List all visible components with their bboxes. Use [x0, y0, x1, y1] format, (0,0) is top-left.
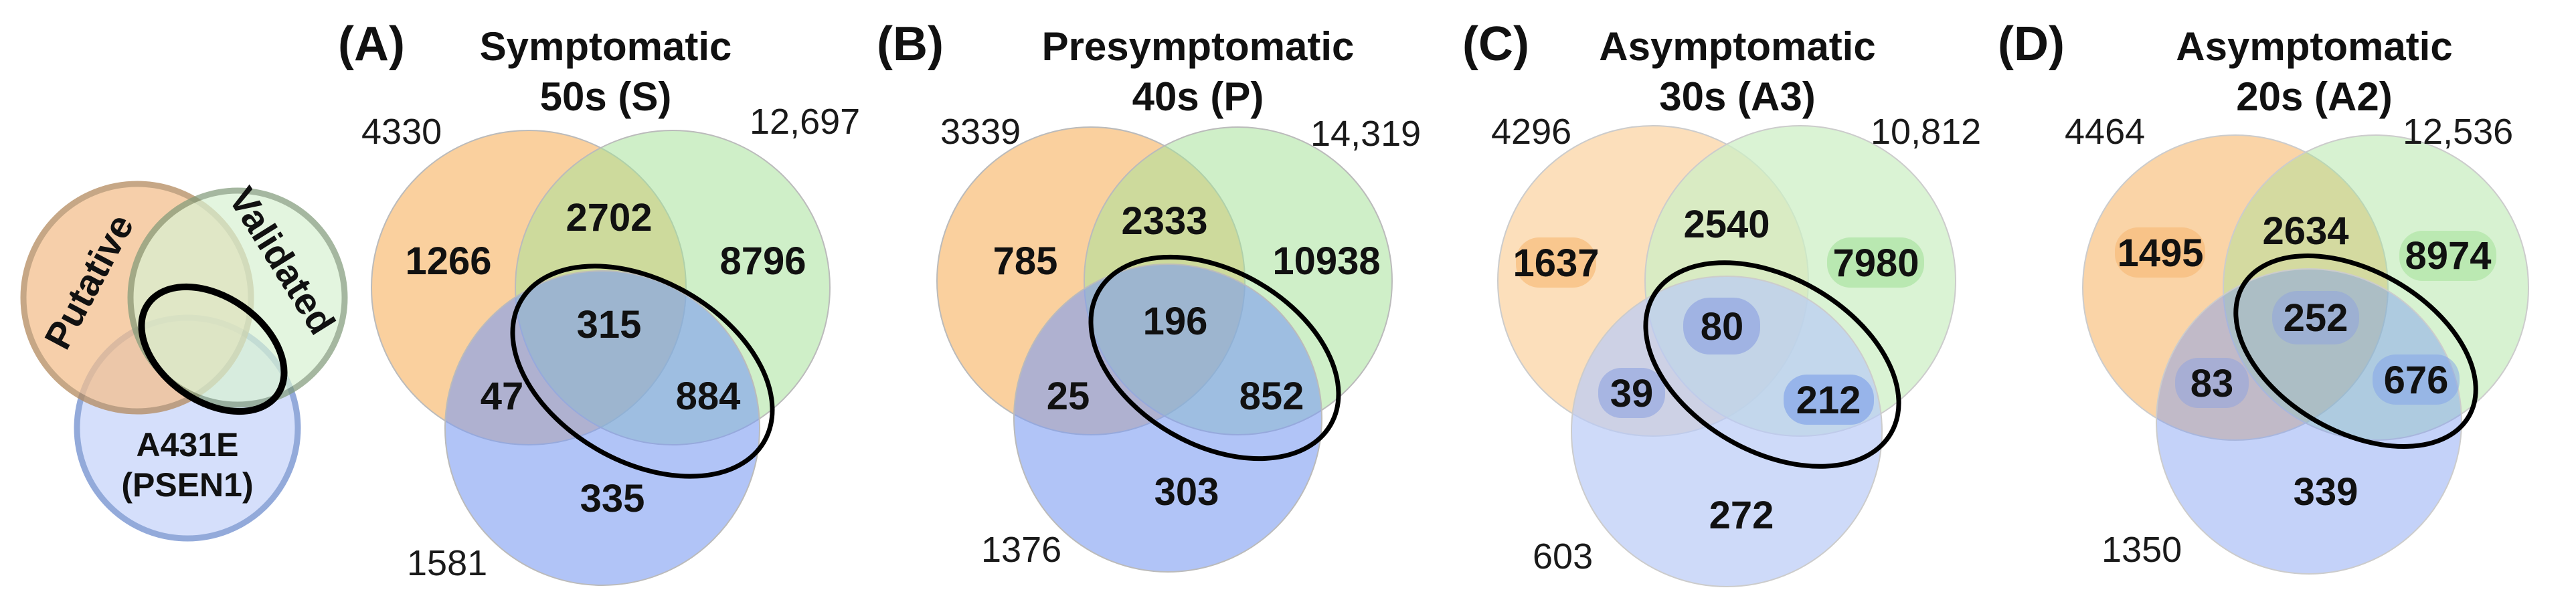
- panel-a-region-putative-validated: 2702: [566, 196, 652, 239]
- panel-c-highlight-ellipse: [1643, 260, 1901, 469]
- panel-a-title-line1: Symptomatic: [480, 24, 732, 69]
- panel-b-title-line1: Presymptomatic: [1042, 24, 1355, 69]
- panel-b: (B) Presymptomatic 40s (P) 3339 14,319 1…: [877, 17, 1421, 573]
- panel-b-highlight-ellipse: [1088, 254, 1341, 462]
- panel-b-region-a431e-only: 303: [1154, 470, 1219, 514]
- panel-a-total-a431e: 1581: [407, 543, 487, 583]
- panel-d-highlight-ellipse: [2233, 253, 2478, 449]
- panel-a-region-putative-only: 1266: [405, 239, 491, 283]
- legend-a431e-label-line1: A431E: [137, 426, 239, 464]
- panel-d: (D) Asymptomatic 20s (A2) 4464 12,536 13…: [1998, 17, 2529, 575]
- panel-c-region-all-three: 80: [1701, 305, 1744, 348]
- panel-b-total-validated: 14,319: [1310, 114, 1421, 154]
- panel-a-total-putative: 4330: [361, 112, 442, 152]
- panel-c-region-validated-only: 7980: [1832, 241, 1919, 285]
- panel-b-a431e-circle: [1013, 264, 1322, 573]
- panel-d-pill-putative-only: [2115, 227, 2205, 278]
- panel-c-pill-putative-only: [1516, 237, 1596, 288]
- panel-c-region-putative-only: 1637: [1513, 241, 1599, 285]
- panel-b-letter: (B): [877, 17, 944, 71]
- panel-c-title-line2: 30s (A3): [1659, 74, 1815, 119]
- panel-d-total-putative: 4464: [2065, 112, 2145, 152]
- panel-a-region-all-three: 315: [577, 303, 642, 346]
- panel-a-region-putative-a431e: 47: [481, 375, 524, 418]
- panel-a-total-validated: 12,697: [750, 102, 860, 142]
- panel-d-pill-validated-only: [2399, 231, 2496, 281]
- panel-b-region-putative-only: 785: [993, 239, 1058, 283]
- panel-a-letter: (A): [338, 17, 405, 71]
- panel-d-pill-all-three: [2272, 291, 2359, 344]
- panel-b-region-putative-a431e: 25: [1047, 375, 1090, 418]
- panel-b-region-validated-only: 10938: [1272, 239, 1380, 283]
- panel-d-a431e-circle: [2156, 268, 2462, 575]
- panel-d-pill-putative-a431e: [2175, 358, 2249, 408]
- panel-d-pill-validated-a431e: [2373, 354, 2460, 405]
- panel-b-region-validated-a431e: 852: [1239, 375, 1304, 418]
- panel-a-a431e-circle: [444, 270, 760, 586]
- panel-d-region-putative-a431e: 83: [2191, 362, 2234, 405]
- panel-d-total-validated: 12,536: [2403, 112, 2513, 152]
- panel-d-title-line1: Asymptomatic: [2176, 24, 2452, 69]
- panel-c-pill-all-three: [1683, 298, 1760, 354]
- panel-c-region-a431e-only: 272: [1709, 494, 1774, 537]
- panel-b-region-putative-validated: 2333: [1121, 199, 1207, 243]
- panel-b-region-all-three: 196: [1143, 300, 1208, 343]
- panel-a-title-line2: 50s (S): [540, 74, 672, 119]
- panel-c-total-a431e: 603: [1533, 536, 1593, 577]
- panel-d-region-validated-only: 8974: [2405, 234, 2491, 278]
- panel-c-region-putative-validated: 2540: [1683, 203, 1770, 246]
- panel-a-region-a431e-only: 335: [580, 477, 645, 520]
- legend-highlight-ellipse: [138, 283, 288, 415]
- panel-a-region-validated-only: 8796: [719, 239, 806, 283]
- panel-d-region-validated-a431e: 676: [2384, 359, 2449, 402]
- panel-c-total-validated: 10,812: [1871, 112, 1981, 152]
- panel-c-title-line1: Asymptomatic: [1599, 24, 1875, 69]
- legend: Putative Validated A431E (PSEN1): [20, 180, 348, 542]
- panel-a-highlight-ellipse: [510, 264, 775, 479]
- panel-c-pill-validated-only: [1827, 237, 1924, 288]
- panel-d-letter: (D): [1998, 17, 2065, 71]
- panel-d-region-a431e-only: 339: [2294, 470, 2358, 514]
- panel-c-total-putative: 4296: [1491, 112, 1571, 152]
- panel-c-region-putative-a431e: 39: [1610, 372, 1654, 415]
- panel-c: (C) Asymptomatic 30s (A3) 4296 10,812 60…: [1462, 17, 1981, 587]
- panel-c-region-validated-a431e: 212: [1796, 379, 1861, 422]
- panel-d-region-all-three: 252: [2284, 296, 2348, 340]
- legend-a431e-label-line2: (PSEN1): [121, 466, 253, 504]
- panel-a-region-validated-a431e: 884: [676, 375, 741, 418]
- panel-c-letter: (C): [1462, 17, 1529, 71]
- panel-d-region-putative-only: 1495: [2117, 231, 2203, 275]
- panel-b-total-a431e: 1376: [981, 530, 1061, 570]
- panel-a: (A) Symptomatic 50s (S) 4330 12,697 1581…: [338, 17, 860, 586]
- legend-validated-circle: [127, 187, 348, 408]
- panel-d-region-putative-validated: 2634: [2262, 209, 2348, 253]
- panel-b-total-putative: 3339: [940, 112, 1021, 152]
- panel-b-title-line2: 40s (P): [1132, 74, 1264, 119]
- panel-c-pill-validated-a431e: [1784, 375, 1874, 425]
- panel-c-pill-putative-a431e: [1598, 368, 1665, 418]
- panel-d-total-a431e: 1350: [2101, 530, 2182, 570]
- panel-d-title-line2: 20s (A2): [2236, 74, 2392, 119]
